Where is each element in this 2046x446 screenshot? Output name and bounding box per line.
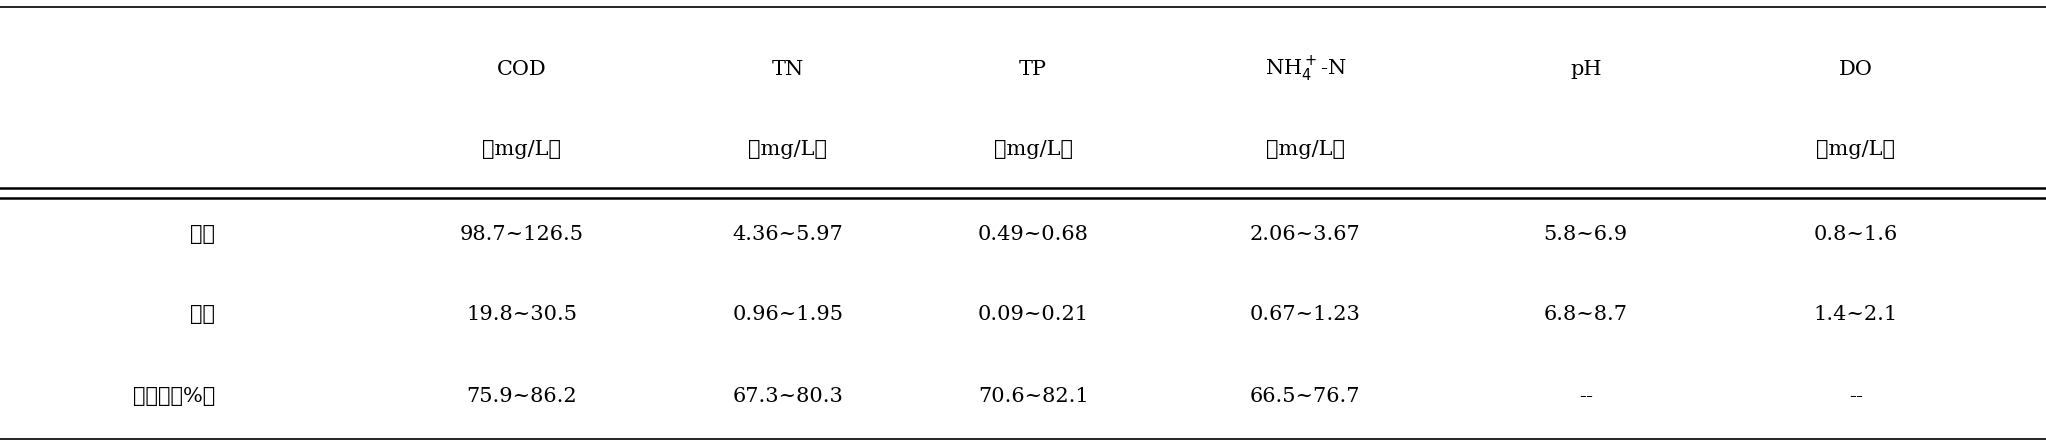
Text: （mg/L）: （mg/L） — [483, 140, 561, 159]
Text: （mg/L）: （mg/L） — [994, 140, 1072, 159]
Text: 4.36~5.97: 4.36~5.97 — [732, 225, 843, 244]
Text: --: -- — [1850, 388, 1862, 406]
Text: TN: TN — [771, 60, 804, 78]
Text: 67.3~80.3: 67.3~80.3 — [732, 388, 843, 406]
Text: 19.8~30.5: 19.8~30.5 — [466, 305, 577, 324]
Text: （mg/L）: （mg/L） — [749, 140, 827, 159]
Text: NH$_4^+$-N: NH$_4^+$-N — [1264, 54, 1346, 84]
Text: 75.9~86.2: 75.9~86.2 — [466, 388, 577, 406]
Text: 0.67~1.23: 0.67~1.23 — [1250, 305, 1361, 324]
Text: 2.06~3.67: 2.06~3.67 — [1250, 225, 1361, 244]
Text: 0.96~1.95: 0.96~1.95 — [732, 305, 843, 324]
Text: TP: TP — [1019, 60, 1048, 78]
Text: 0.8~1.6: 0.8~1.6 — [1813, 225, 1899, 244]
Text: （mg/L）: （mg/L） — [1817, 140, 1895, 159]
Text: --: -- — [1580, 388, 1592, 406]
Text: 进水: 进水 — [190, 225, 215, 244]
Text: 6.8~8.7: 6.8~8.7 — [1543, 305, 1629, 324]
Text: 0.09~0.21: 0.09~0.21 — [978, 305, 1088, 324]
Text: COD: COD — [497, 60, 546, 78]
Text: DO: DO — [1839, 60, 1872, 78]
Text: pH: pH — [1569, 60, 1602, 78]
Text: 5.8~6.9: 5.8~6.9 — [1543, 225, 1629, 244]
Text: （mg/L）: （mg/L） — [1266, 140, 1344, 159]
Text: 0.49~0.68: 0.49~0.68 — [978, 225, 1088, 244]
Text: 66.5~76.7: 66.5~76.7 — [1250, 388, 1361, 406]
Text: 出水: 出水 — [190, 305, 215, 324]
Text: 去除率（%）: 去除率（%） — [133, 388, 215, 406]
Text: 1.4~2.1: 1.4~2.1 — [1813, 305, 1899, 324]
Text: 70.6~82.1: 70.6~82.1 — [978, 388, 1088, 406]
Text: 98.7~126.5: 98.7~126.5 — [460, 225, 583, 244]
